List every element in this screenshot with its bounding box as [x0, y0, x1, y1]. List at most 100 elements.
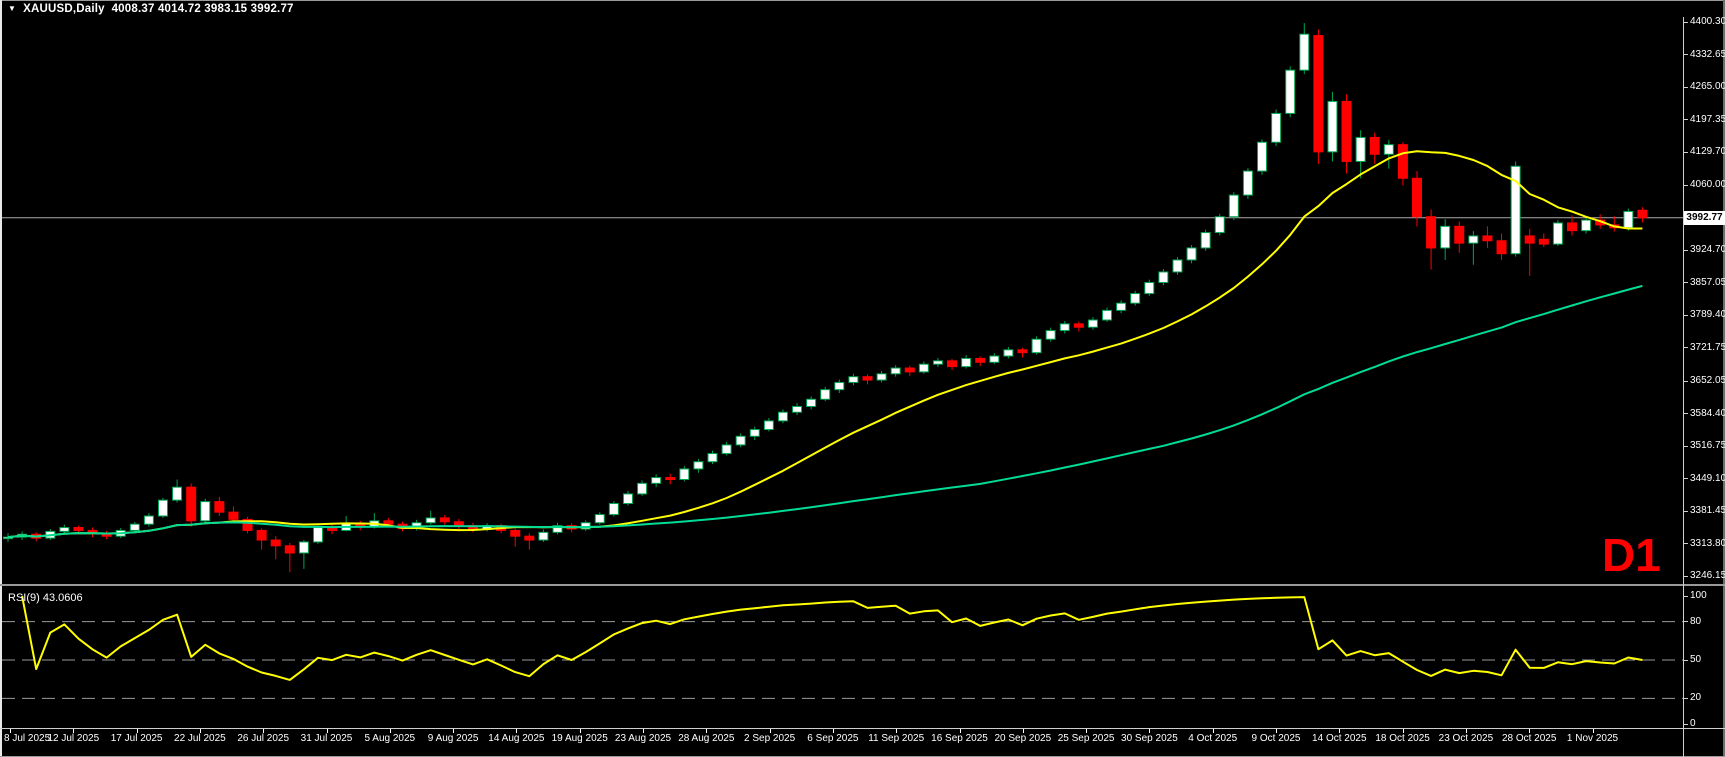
price-axis-tick [1683, 54, 1688, 55]
bull-candle [777, 411, 788, 422]
price-axis-label: 3381.45 [1690, 505, 1725, 517]
price-axis-tick [1683, 21, 1688, 23]
main-chart-canvas[interactable] [2, 18, 1683, 584]
bull-candle [1299, 33, 1310, 71]
bull-candle [157, 499, 168, 517]
bear-candle [1341, 100, 1352, 162]
bull-candle [918, 363, 929, 373]
bear-candle [383, 520, 394, 525]
title-ohlc-values: 4008.37 4014.72 3983.15 3992.77 [111, 3, 294, 15]
bull-candle [651, 477, 662, 484]
window-border-right[interactable] [1723, 0, 1725, 757]
price-axis-label: 3246.15 [1690, 570, 1725, 582]
panel-splitter[interactable] [0, 584, 1725, 586]
bull-candle [1623, 210, 1634, 229]
bull-candle [1327, 100, 1338, 153]
bull-candle [538, 531, 549, 541]
price-axis-label: 3924.70 [1690, 244, 1725, 256]
candles-group [3, 23, 1648, 573]
rsi-panel-canvas[interactable] [2, 587, 1683, 728]
rsi-axis-tick [1683, 621, 1688, 623]
bear-candle [439, 517, 450, 523]
bear-candle [284, 545, 295, 554]
ma-fast-line [7, 150, 1643, 539]
bull-candle [3, 536, 13, 540]
bear-candle [904, 367, 915, 373]
bear-candle [186, 486, 197, 522]
price-axis-label: 3516.75 [1690, 440, 1725, 452]
time-axis-label: 14 Oct 2025 [1312, 733, 1367, 744]
bull-candle [848, 376, 859, 383]
price-axis-divider [1683, 17, 1684, 757]
bull-candle [129, 523, 140, 531]
bear-candle [947, 360, 958, 368]
bear-candle [256, 529, 267, 541]
time-axis-label: 14 Aug 2025 [488, 733, 545, 744]
time-axis-tick [706, 729, 708, 733]
bull-candle [1468, 235, 1479, 244]
bull-candle [298, 541, 309, 554]
time-axis-tick [73, 729, 75, 733]
time-axis-label: 28 Oct 2025 [1501, 733, 1557, 744]
rsi-axis-label: 20 [1690, 692, 1702, 704]
bear-candle [1313, 35, 1324, 153]
rsi-line [21, 595, 1643, 681]
price-axis-label: 4400.30 [1690, 16, 1725, 27]
bear-candle [1017, 349, 1028, 354]
time-axis-label: 9 Oct 2025 [1251, 733, 1301, 744]
symbol-dropdown-icon[interactable]: ▼ [8, 4, 17, 13]
bear-candle [510, 529, 521, 537]
price-axis-tick [1683, 249, 1688, 251]
time-axis-tick [959, 729, 961, 733]
time-axis-label: 5 Aug 2025 [364, 733, 416, 744]
bear-candle [1524, 235, 1535, 244]
bear-candle [1482, 235, 1493, 242]
price-axis-tick [1683, 575, 1688, 577]
price-axis-label: 3789.40 [1690, 309, 1725, 321]
time-axis-tick [1465, 729, 1467, 733]
bear-candle [1426, 216, 1437, 249]
price-axis-label: 3857.05 [1690, 276, 1725, 288]
time-axis-tick [579, 729, 581, 733]
time-axis-label: 18 Oct 2025 [1375, 733, 1430, 744]
bull-candle [1172, 259, 1183, 273]
price-axis-tick [1683, 86, 1688, 88]
bear-candle [975, 357, 986, 363]
bull-candle [59, 527, 70, 532]
time-axis-label: 22 Jul 2025 [174, 733, 226, 744]
bear-candle [242, 518, 253, 531]
price-axis-tick [1683, 119, 1688, 120]
time-axis-label: 4 Oct 2025 [1188, 733, 1238, 744]
price-axis-label: 4332.65 [1690, 48, 1725, 60]
price-axis-label: 3449.10 [1690, 472, 1725, 484]
rsi-axis-label: 100 [1690, 590, 1707, 601]
bear-candle [228, 511, 239, 520]
price-axis-tick [1683, 314, 1688, 316]
bull-candle [1214, 216, 1225, 234]
price-axis-label: 3652.05 [1690, 375, 1725, 387]
bull-candle [820, 389, 831, 400]
price-axis-tick [1683, 445, 1688, 447]
rsi-axis-label: 80 [1690, 615, 1702, 627]
window-border-top [0, 0, 1725, 1]
window-border-left [0, 0, 2, 757]
bull-candle [876, 373, 887, 381]
chart-title-bar: ▼ XAUUSD,Daily 4008.37 4014.72 3983.15 39… [8, 3, 294, 17]
bull-candle [1552, 222, 1563, 245]
time-axis-tick [389, 729, 391, 733]
time-axis-label: 8 Jul 2025 [4, 733, 51, 744]
time-axis-tick [326, 729, 328, 733]
time-axis-tick [1276, 729, 1277, 733]
bull-candle [792, 405, 803, 413]
price-axis-tick [1683, 282, 1688, 284]
bull-candle [1087, 319, 1098, 328]
price-axis-label: 3313.80 [1690, 537, 1725, 549]
bull-candle [890, 367, 901, 375]
time-axis-tick [10, 729, 11, 733]
price-axis-label: 4060.00 [1690, 179, 1725, 191]
time-axis-tick [1339, 729, 1341, 733]
price-axis-tick [1683, 151, 1688, 153]
rsi-axis-label: 50 [1690, 654, 1702, 665]
bull-candle [707, 453, 718, 463]
time-axis-tick [136, 729, 138, 733]
